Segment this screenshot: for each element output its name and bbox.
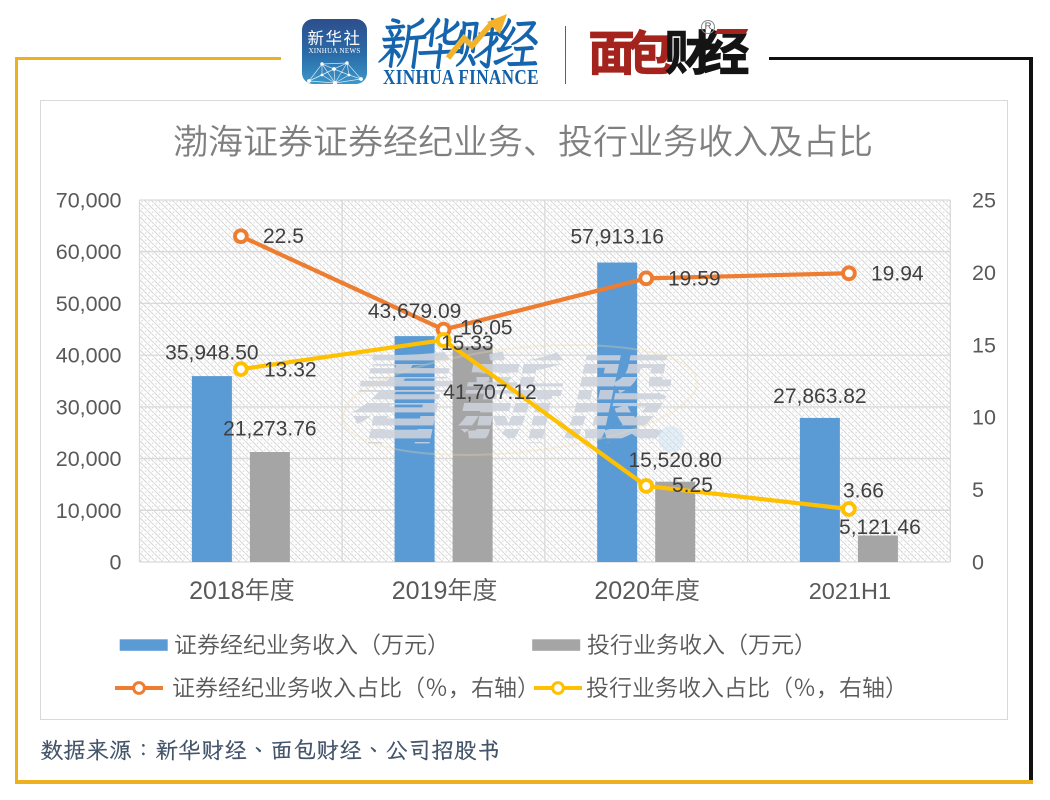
svg-text:2019年度: 2019年度 — [392, 577, 498, 605]
svg-text:22.5: 22.5 — [263, 225, 304, 248]
svg-text:投行业务收入（万元）: 投行业务收入（万元） — [587, 626, 817, 660]
svg-text:60,000: 60,000 — [56, 240, 122, 264]
svg-text:2021H1: 2021H1 — [809, 578, 891, 604]
svg-text:13.32: 13.32 — [264, 358, 317, 381]
svg-text:15,520.80: 15,520.80 — [628, 449, 721, 472]
svg-text:16.05: 16.05 — [460, 317, 513, 340]
svg-text:25: 25 — [972, 189, 996, 213]
svg-text:20: 20 — [972, 261, 996, 285]
svg-text:30,000: 30,000 — [56, 395, 122, 419]
svg-text:43,679.09: 43,679.09 — [368, 300, 461, 323]
svg-text:40,000: 40,000 — [56, 344, 122, 368]
svg-text:20,000: 20,000 — [56, 447, 122, 471]
svg-text:2020年度: 2020年度 — [594, 577, 700, 605]
svg-text:0: 0 — [972, 551, 984, 575]
svg-text:57,913.16: 57,913.16 — [570, 226, 663, 249]
svg-text:3.66: 3.66 — [843, 480, 884, 503]
svg-text:渤海证券证券经纪业务、投行业务收入及占比: 渤海证券证券经纪业务、投行业务收入及占比 — [173, 114, 873, 165]
svg-text:50,000: 50,000 — [56, 292, 122, 316]
svg-text:数据来源：新华财经、面包财经、公司招股书: 数据来源：新华财经、面包财经、公司招股书 — [40, 734, 500, 765]
svg-text:19.59: 19.59 — [668, 268, 721, 291]
svg-text:10,000: 10,000 — [56, 499, 122, 523]
svg-text:27,863.82: 27,863.82 — [773, 385, 866, 408]
svg-text:证券经纪业务收入（万元）: 证券经纪业务收入（万元） — [174, 626, 450, 660]
svg-text:证券经纪业务收入占比（％，右轴）: 证券经纪业务收入占比（％，右轴） — [172, 669, 540, 703]
svg-text:5: 5 — [972, 478, 984, 502]
svg-text:70,000: 70,000 — [56, 189, 122, 213]
svg-text:0: 0 — [110, 551, 122, 575]
svg-text:10: 10 — [972, 406, 996, 430]
svg-text:19.94: 19.94 — [871, 263, 924, 286]
svg-text:投行业务收入占比（％，右轴）: 投行业务收入占比（％，右轴） — [586, 669, 908, 703]
svg-text:15.33: 15.33 — [441, 332, 494, 355]
svg-text:35,948.50: 35,948.50 — [165, 342, 258, 365]
svg-text:5.25: 5.25 — [672, 474, 713, 497]
svg-text:2018年度: 2018年度 — [189, 577, 295, 605]
svg-text:41,707.12: 41,707.12 — [443, 381, 536, 404]
svg-text:21,273.76: 21,273.76 — [223, 418, 316, 441]
svg-text:15: 15 — [972, 333, 996, 357]
svg-text:5,121.46: 5,121.46 — [839, 516, 921, 539]
